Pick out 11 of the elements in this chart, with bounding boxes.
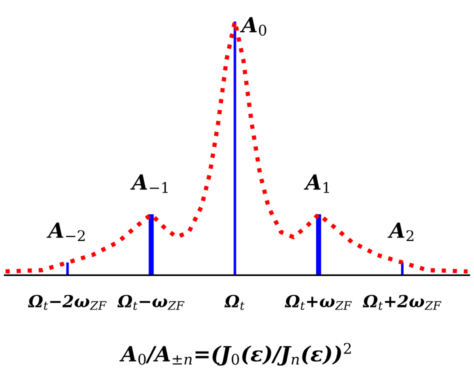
- annotation: A$_{0}$: [240, 17, 266, 36]
- annotation: A$_{−2}$: [46, 222, 85, 242]
- x-tick-label: Ω$_{t}$+2ω$_{ZF}$: [362, 294, 442, 310]
- x-tick-label: Ω$_{t}$−2ω$_{ZF}$: [28, 294, 107, 310]
- text: A$_{0}$/A$_{±n}$=(J$_{0}$(ε)/J$_{n}$(ε))$^{2}$: [119, 342, 351, 366]
- annotation: A$_{−1}$: [130, 174, 168, 193]
- annotation: A$_{1}$: [304, 174, 330, 193]
- x-tick-label: Ω$_{t}$+ω$_{ZF}$: [284, 294, 352, 310]
- x-tick-label: Ω$_{t}$: [224, 294, 245, 310]
- annotation: A$_{2}$: [388, 222, 414, 242]
- x-tick-label: Ω$_{t}$−ω$_{ZF}$: [117, 294, 184, 310]
